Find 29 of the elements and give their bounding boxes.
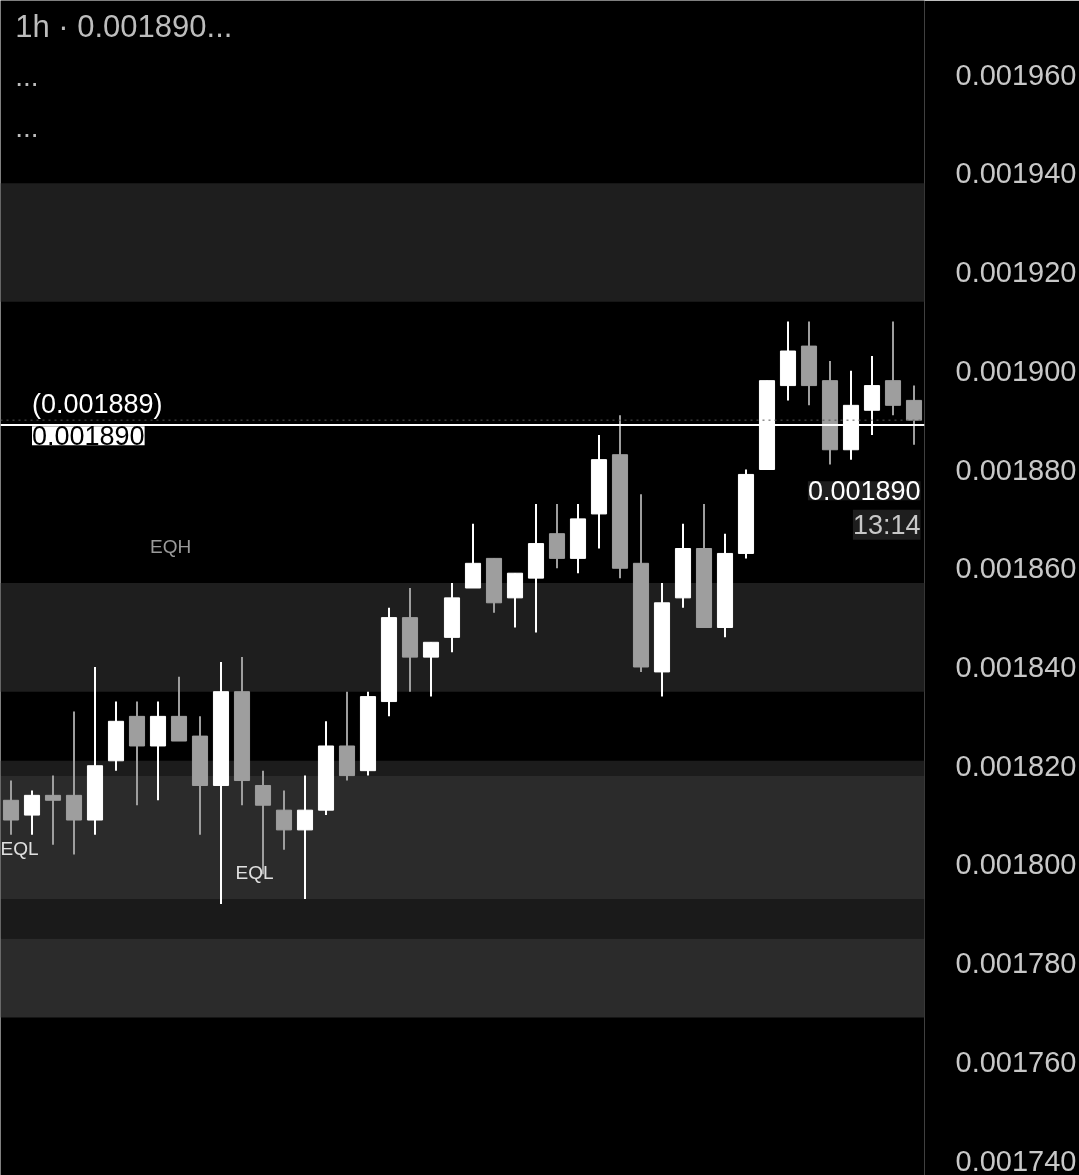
candlestick [296, 774, 314, 901]
y-tick-label: 0.001960 [955, 58, 1077, 91]
y-tick-label: 0.001780 [955, 947, 1077, 980]
ref-line-label: 0.001890 [32, 421, 145, 452]
annotation: 0.001890 [807, 476, 921, 507]
candlestick [44, 774, 62, 846]
annotation: EQL [235, 861, 274, 883]
annotation: 13:14 [852, 509, 921, 540]
y-tick-label: 0.001900 [955, 354, 1077, 387]
chart-title: 1h · 0.001890... [15, 8, 233, 44]
candlestick [23, 789, 41, 836]
y-tick-label: 0.001820 [955, 749, 1077, 782]
y-tick-label: 0.001760 [955, 1045, 1077, 1078]
candlestick [905, 384, 923, 446]
ref-line-label: (0.001889) [32, 389, 163, 420]
candlestick [2, 779, 20, 836]
y-tick-label: 0.001860 [955, 552, 1077, 585]
annotation: EQL [0, 838, 39, 860]
y-tick-label: 0.001880 [955, 453, 1077, 486]
y-tick-label: 0.001800 [955, 848, 1077, 881]
y-tick-label: 0.001740 [955, 1144, 1077, 1175]
y-tick-label: 0.001840 [955, 650, 1077, 683]
y-tick-label: 0.001920 [955, 256, 1077, 289]
y-tick-label: 0.001940 [955, 157, 1077, 190]
annotation: EQH [150, 536, 192, 558]
annotation: ... [15, 111, 39, 143]
annotation: ... [15, 61, 39, 93]
candlestick [275, 789, 293, 851]
candlestick [422, 641, 440, 698]
